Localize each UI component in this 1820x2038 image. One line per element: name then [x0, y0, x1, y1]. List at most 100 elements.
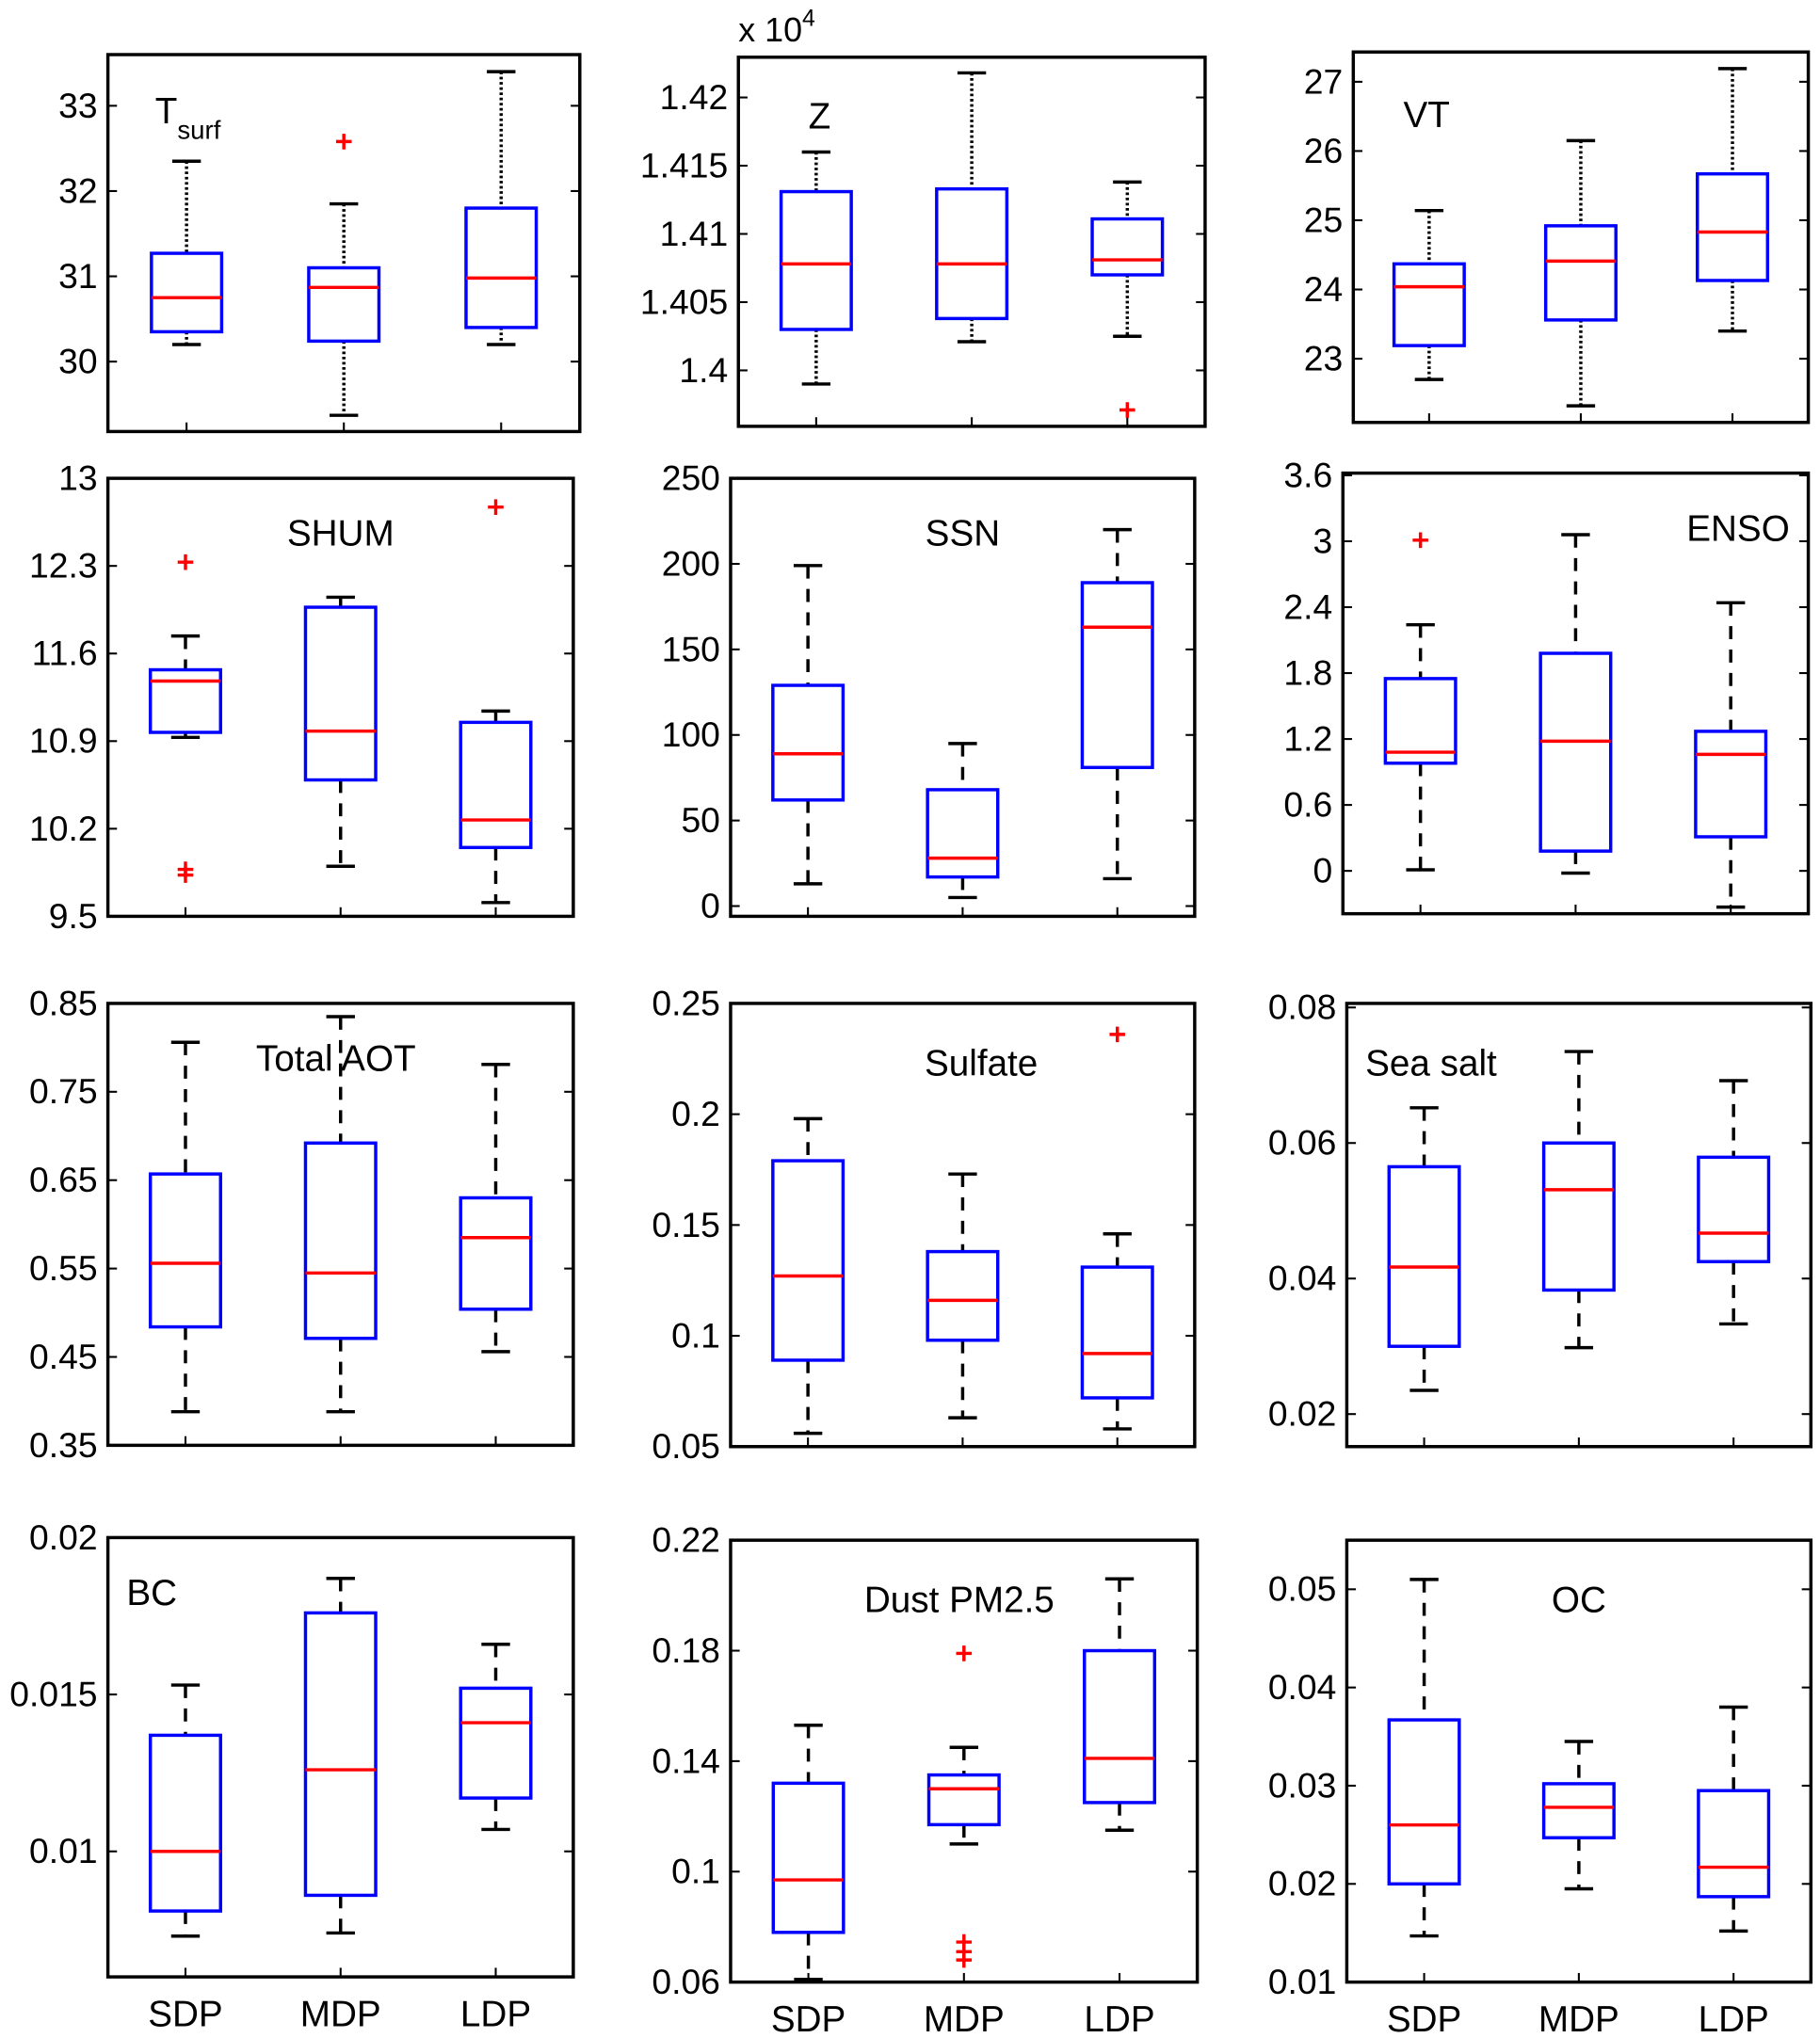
- axes-frame: [1345, 1002, 1813, 1449]
- outlier-marker: [1412, 532, 1428, 549]
- panel-title: Z: [809, 97, 831, 137]
- panel-title: SSN: [926, 514, 1000, 554]
- outlier-marker: [488, 499, 504, 515]
- y-tick-label: 0.2: [671, 1094, 720, 1133]
- iqr-box: [148, 1172, 222, 1329]
- iqr-box: [1080, 581, 1154, 770]
- panel-oc: 0.01 0.02 0.03 0.04 0.05 SDP MDP LDP OC: [1268, 1538, 1813, 2038]
- iqr-box: [459, 1686, 533, 1800]
- iqr-box: [935, 186, 1009, 321]
- y-tick-label: 10.9: [29, 721, 98, 761]
- panel-title: Total AOT: [256, 1039, 416, 1080]
- y-tick-label: 11.6: [32, 634, 98, 673]
- iqr-box: [1083, 1648, 1157, 1805]
- y-tick-label: 0: [1313, 851, 1332, 891]
- panel-title: Dust PM2.5: [864, 1581, 1055, 1621]
- y-tick-label: 0.02: [1268, 1864, 1337, 1903]
- axes-frame: [105, 1002, 575, 1448]
- box-ldp: [1694, 601, 1768, 909]
- iqr-box: [1541, 1782, 1616, 1839]
- box-sdp: [771, 1116, 846, 1436]
- y-tick-label: 0.06: [652, 1962, 720, 2001]
- iqr-box: [307, 265, 381, 344]
- outlier-marker: [177, 867, 194, 883]
- y-tick-label: 250: [662, 458, 720, 498]
- y-exponent-label: x 104: [738, 7, 815, 50]
- iqr-box: [1392, 262, 1466, 347]
- x-tick-label: SDP: [771, 1999, 846, 2038]
- panel-bc: 0.01 0.015 0.02 SDP MDP LDP BC: [9, 1517, 575, 2035]
- outlier-marker: [1119, 402, 1135, 418]
- axes-frame: [1351, 50, 1811, 425]
- y-tick-label: 0.06: [1268, 1123, 1337, 1163]
- panel-title: VT: [1403, 95, 1449, 136]
- box-ldp: [459, 1643, 533, 1832]
- y-tick-label: 30: [58, 342, 97, 381]
- box-sdp: [148, 1683, 222, 1938]
- iqr-box: [1543, 224, 1618, 322]
- y-tick-label: 31: [58, 256, 97, 296]
- box-mdp: [1538, 533, 1613, 875]
- box-mdp: [303, 1577, 378, 1935]
- y-tick-label: 1.415: [640, 145, 728, 185]
- iqr-box: [779, 189, 853, 331]
- y-tick-label: 27: [1304, 61, 1343, 101]
- iqr-box: [303, 605, 378, 782]
- iqr-box: [771, 1159, 846, 1362]
- x-tick-label: MDP: [924, 1999, 1005, 2038]
- iqr-box: [1541, 1141, 1616, 1292]
- box-mdp: [303, 595, 378, 868]
- y-tick-label: 0.04: [1268, 1259, 1337, 1298]
- y-tick-label: 2.4: [1283, 586, 1332, 626]
- box-ldp: [1697, 1079, 1771, 1326]
- panel-title: OC: [1552, 1581, 1606, 1621]
- panel-title: BC: [126, 1573, 177, 1613]
- box-ldp: [1090, 180, 1165, 418]
- box-mdp: [926, 1645, 1001, 1968]
- iqr-box: [459, 720, 533, 850]
- box-mdp: [926, 742, 1000, 900]
- box-sdp: [779, 150, 853, 386]
- box-sdp: [1383, 532, 1458, 872]
- panel-title: Sea salt: [1365, 1044, 1497, 1084]
- axes-frame: [1341, 471, 1811, 916]
- y-tick-label: 3: [1313, 521, 1332, 560]
- iqr-box: [303, 1611, 378, 1898]
- y-tick-label: 0.02: [1268, 1394, 1337, 1434]
- iqr-box: [459, 1196, 533, 1311]
- y-tick-label: 50: [681, 800, 719, 840]
- iqr-box: [303, 1141, 378, 1340]
- box-sdp: [148, 1040, 222, 1414]
- y-tick-label: 1.2: [1283, 718, 1332, 758]
- box-ldp: [459, 499, 533, 905]
- box-mdp: [926, 1172, 1000, 1420]
- box-sdp: [1387, 1578, 1461, 1938]
- y-tick-label: 1.41: [660, 214, 729, 253]
- box-sdp: [1387, 1106, 1461, 1392]
- y-tick-label: 0.05: [1268, 1569, 1337, 1609]
- panel-t: 30 31 32 33 Tsurf: [58, 53, 582, 434]
- box-mdp: [935, 71, 1009, 344]
- y-tick-label: 0.6: [1283, 785, 1332, 825]
- iqr-box: [1697, 1789, 1771, 1899]
- y-tick-label: 150: [662, 629, 720, 668]
- axes-frame: [729, 476, 1197, 919]
- iqr-box: [1694, 730, 1768, 839]
- y-tick-label: 10.2: [29, 809, 98, 848]
- y-tick-label: 12.3: [29, 546, 98, 586]
- outlier-marker: [177, 554, 194, 570]
- box-sdp: [771, 564, 846, 886]
- panel-title: Tsurf: [155, 91, 221, 145]
- y-tick-label: 0.45: [29, 1337, 98, 1376]
- y-tick-label: 0.25: [652, 983, 720, 1022]
- panel-sea-salt: 0.02 0.04 0.06 0.08 Sea salt: [1268, 987, 1813, 1449]
- x-tick-label: MDP: [300, 1995, 381, 2035]
- x-tick-label: MDP: [1538, 1999, 1619, 2038]
- box-ldp: [1697, 1705, 1771, 1934]
- y-tick-label: 0.01: [29, 1831, 98, 1870]
- box-mdp: [307, 134, 381, 417]
- y-tick-label: 26: [1304, 131, 1343, 170]
- box-sdp: [1392, 208, 1466, 381]
- y-tick-label: 24: [1304, 269, 1343, 309]
- iqr-box: [1090, 217, 1165, 277]
